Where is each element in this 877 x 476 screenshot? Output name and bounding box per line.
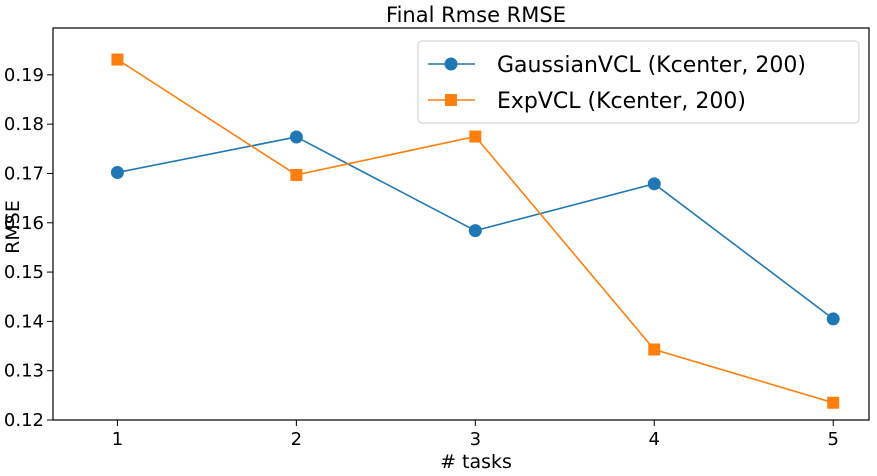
- plot-frame: [52, 27, 870, 421]
- legend: GaussianVCL (Kcenter, 200) ExpVCL (Kcente…: [417, 40, 860, 124]
- legend-item: ExpVCL (Kcenter, 200): [428, 89, 746, 114]
- data-point: [111, 53, 124, 66]
- legend-label: GaussianVCL (Kcenter, 200): [497, 53, 806, 78]
- x-tick-label: 3: [470, 429, 481, 450]
- data-point: [827, 396, 840, 409]
- data-point: [647, 177, 661, 191]
- x-tick-label: 5: [827, 429, 838, 450]
- y-axis: 0.12 0.13 0.14 0.15 0.16 0.17 0.18 0.19: [4, 65, 53, 431]
- legend-marker: [445, 94, 457, 106]
- series-2: [111, 53, 840, 409]
- y-tick-label: 0.12: [4, 410, 44, 431]
- chart-title: Final Rmse RMSE: [386, 3, 566, 27]
- x-tick-label: 1: [112, 429, 123, 450]
- plot-area: [52, 27, 870, 421]
- y-tick-label: 0.18: [4, 114, 44, 135]
- legend-item: GaussianVCL (Kcenter, 200): [428, 53, 806, 78]
- data-point: [469, 130, 482, 143]
- y-tick-label: 0.15: [4, 262, 44, 283]
- x-tick-label: 2: [291, 429, 302, 450]
- y-tick-label: 0.17: [4, 163, 44, 184]
- data-point: [289, 130, 303, 144]
- data-point: [826, 312, 840, 326]
- data-point: [110, 165, 124, 179]
- data-point: [468, 224, 482, 238]
- data-point: [648, 343, 661, 356]
- y-tick-label: 0.16: [4, 213, 44, 234]
- legend-label: ExpVCL (Kcenter, 200): [497, 89, 746, 114]
- y-tick-label: 0.14: [4, 311, 44, 332]
- series-1: [110, 130, 840, 326]
- x-axis-label: # tasks: [440, 451, 512, 473]
- x-tick-label: 4: [649, 429, 660, 450]
- y-tick-label: 0.13: [4, 361, 44, 382]
- y-tick-label: 0.19: [4, 65, 44, 86]
- x-axis: 1 2 3 4 5: [112, 420, 839, 450]
- legend-box: [417, 40, 860, 124]
- data-point: [290, 168, 303, 181]
- legend-marker: [444, 57, 458, 71]
- y-axis-label: RMSE: [2, 200, 24, 254]
